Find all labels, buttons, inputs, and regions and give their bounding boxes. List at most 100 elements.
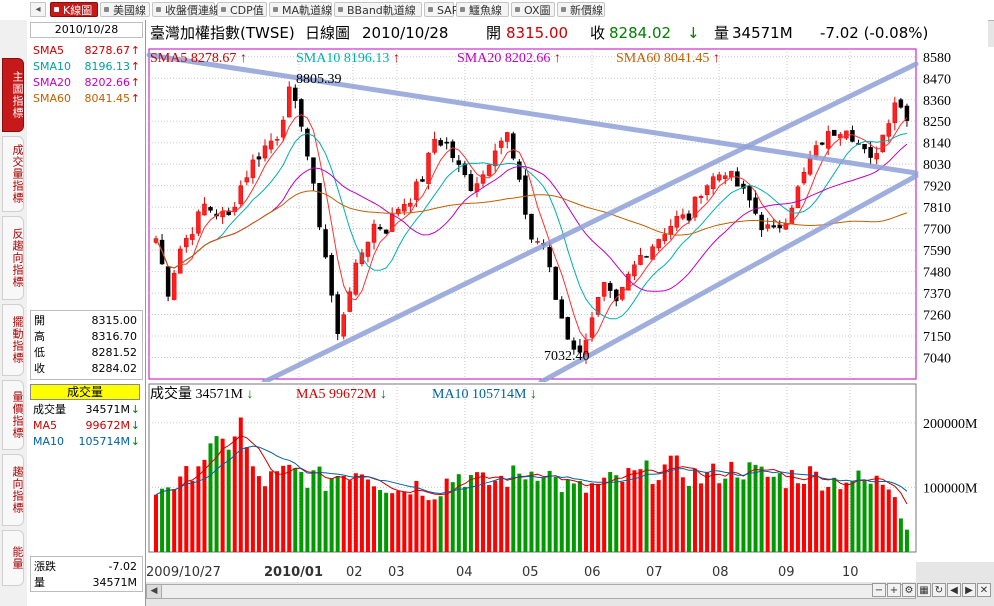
candle-body — [250, 159, 256, 178]
volume-bar — [226, 449, 231, 552]
volume-bar — [771, 476, 776, 552]
arrow-left-icon[interactable]: ◀ — [947, 583, 961, 597]
tab-label: K線圖 — [63, 4, 93, 17]
side-tab-6[interactable]: 能量 — [2, 530, 24, 586]
candle-body — [771, 225, 776, 228]
price-axis-label: 7920 — [923, 180, 951, 195]
tab-9[interactable]: 新價線 — [557, 2, 605, 17]
trendline[interactable] — [538, 173, 919, 382]
tab-dot-icon — [54, 7, 59, 12]
candle-body — [323, 229, 328, 258]
tab-8[interactable]: OX圖 — [511, 2, 555, 17]
tab-3[interactable]: CDP值 — [217, 2, 267, 17]
search-plus-icon[interactable]: + — [887, 583, 901, 597]
candle-body — [426, 152, 431, 184]
candle-body — [904, 105, 910, 121]
period-label: 日線圖 — [305, 24, 351, 42]
volume-bar — [365, 479, 370, 552]
trendline[interactable] — [261, 61, 919, 382]
volume-bar — [468, 475, 473, 552]
open-value: 8315.00 — [506, 24, 569, 42]
settings-icon[interactable]: ⚙ — [902, 583, 916, 597]
candle-body — [365, 241, 371, 257]
side-tab-5[interactable]: 趨向指標 — [2, 454, 24, 526]
tab-4[interactable]: MA軌道線 — [269, 2, 332, 17]
tab-scroll-button[interactable]: ◂ — [30, 2, 46, 17]
sma-values: SMA5 8278.67 ↑ SMA10 8196.13 ↑ SMA20 8202.66 ↑ SM… — [30, 43, 143, 115]
search-minus-icon[interactable]: − — [872, 583, 886, 597]
trendline[interactable] — [146, 52, 919, 176]
candle-body — [819, 142, 825, 145]
annotation-high: 8805.39 — [296, 72, 342, 87]
volume-bar — [553, 476, 558, 552]
volume-bar — [880, 484, 885, 552]
volume-bar — [202, 459, 207, 552]
tab-6[interactable]: SAR — [424, 2, 459, 17]
volume-bar — [359, 474, 364, 552]
volume-bar — [638, 469, 643, 552]
candle-body — [862, 143, 867, 150]
side-tab-1[interactable]: 成交量指標 — [2, 136, 24, 212]
candle-body — [747, 186, 752, 201]
candle-body — [601, 282, 607, 297]
date-axis-label: 04 — [456, 565, 473, 580]
side-tab-3[interactable]: 擺動指標 — [2, 304, 24, 376]
tab-5[interactable]: BBand軌道線 — [334, 2, 422, 17]
info-row: 低 8281.52 — [34, 345, 139, 360]
volume-bar — [263, 486, 268, 552]
candle-body — [492, 150, 498, 167]
volume-title: 成交量 — [30, 384, 140, 400]
volume-bar — [850, 481, 855, 552]
tab-1[interactable]: 美國線 — [100, 2, 150, 17]
volume-bar — [329, 478, 334, 552]
candle-body — [668, 225, 674, 235]
chart-toolbar: − + ⚙ ▦ ↻ ◀ ▶ ✕ — [872, 583, 991, 601]
volume-bar — [626, 468, 631, 552]
open-label: 開 — [486, 24, 502, 42]
volume-bar — [160, 488, 165, 552]
price-axis-label: 8580 — [923, 51, 951, 66]
side-tab-2[interactable]: 反趨向指標 — [2, 216, 24, 300]
close-icon[interactable]: ✕ — [977, 583, 991, 597]
candle-body — [577, 345, 583, 353]
candle-body — [329, 254, 334, 296]
candle-body — [886, 123, 892, 137]
chart-scrollbar[interactable]: ◀ — [146, 584, 916, 599]
candle-body — [801, 171, 807, 184]
price-chart[interactable]: 8580 8470 8360 8250 8140 8030 7920 7810 7700 7590… — [146, 47, 994, 382]
side-tab-4[interactable]: 量價指標 — [2, 380, 24, 450]
candle-body — [456, 160, 462, 165]
volume-chart[interactable]: 200000M 100000M 成交量 34571M ↓ MA5 99672M ↓ MA… — [146, 382, 994, 562]
index-title: 臺灣加權指數(TWSE) — [150, 24, 295, 42]
candle-body — [238, 185, 244, 205]
volume-bar — [832, 477, 837, 552]
info-row-label: SMA20 — [33, 76, 71, 89]
candle-body — [184, 238, 189, 248]
tab-7[interactable]: 鱷魚線 — [456, 2, 509, 17]
candle-body — [535, 241, 540, 243]
grid-icon[interactable]: ▦ — [917, 583, 931, 597]
price-axis-label: 7150 — [923, 330, 951, 345]
candles-group — [153, 81, 910, 364]
scroll-left-icon[interactable]: ◀ — [147, 585, 162, 598]
volume-bar — [214, 436, 219, 552]
date-axis-label: 06 — [584, 565, 601, 580]
tab-0[interactable]: K線圖 — [50, 2, 98, 17]
candle-body — [832, 129, 837, 136]
tab-2[interactable]: 收盤價連線 — [152, 2, 220, 17]
date-axis-label: 10 — [842, 565, 859, 580]
volume-bar — [820, 490, 825, 552]
rotate-icon[interactable]: ↻ — [932, 583, 946, 597]
up-arrow-icon: ↑ — [554, 51, 561, 66]
date-axis-label: 07 — [646, 565, 663, 580]
sma5-line — [155, 114, 908, 341]
volume-bar — [656, 480, 661, 552]
candle-body — [244, 177, 250, 183]
volume-bar — [590, 483, 595, 552]
volume-bar — [904, 529, 909, 552]
volume-bar — [692, 468, 697, 552]
volume-bar — [565, 479, 570, 552]
side-tab-0[interactable]: 主圖指標 — [2, 58, 24, 132]
arrow-right-icon[interactable]: ▶ — [962, 583, 976, 597]
